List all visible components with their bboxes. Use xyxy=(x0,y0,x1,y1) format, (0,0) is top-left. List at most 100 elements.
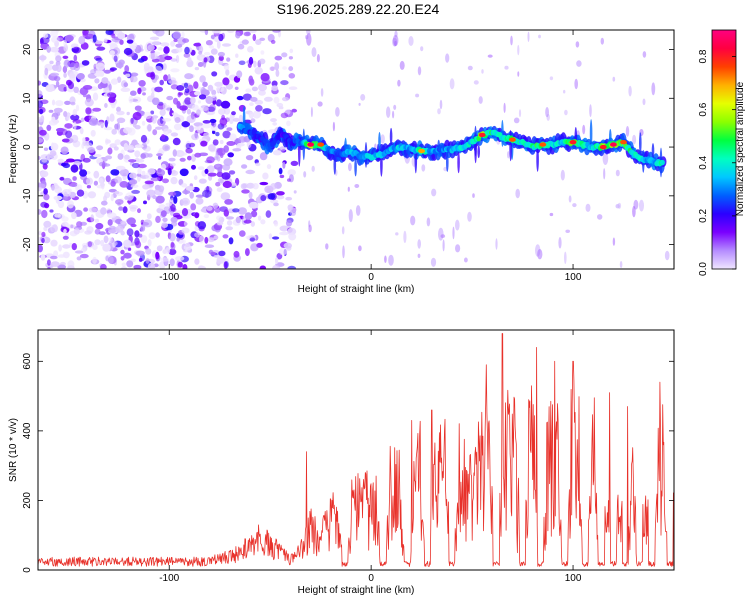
noise-speckle xyxy=(169,258,175,267)
noise-speckle xyxy=(116,110,125,116)
noise-speckle xyxy=(223,261,228,269)
noise-speckle xyxy=(161,222,168,229)
noise-speckle xyxy=(84,98,94,107)
noise-speckle xyxy=(134,230,140,238)
noise-speckle xyxy=(193,175,198,181)
noise-speckle xyxy=(258,90,266,96)
noise-speckle xyxy=(51,99,56,106)
noise-speckle xyxy=(155,215,161,223)
noise-speckle xyxy=(39,129,47,136)
noise-speckle xyxy=(285,196,293,201)
noise-speckle xyxy=(218,33,224,42)
noise-speckle xyxy=(212,139,219,146)
noise-speckle xyxy=(170,132,179,137)
noise-speckle xyxy=(325,243,329,250)
noise-speckle xyxy=(43,188,48,195)
noise-speckle xyxy=(289,48,294,54)
ridge-hotspot xyxy=(620,140,627,145)
noise-speckle xyxy=(218,55,224,61)
spectrogram-y-tick-label: 10 xyxy=(22,92,33,104)
noise-speckle xyxy=(417,66,422,76)
noise-speckle xyxy=(54,213,61,218)
noise-speckle xyxy=(109,113,115,122)
noise-speckle xyxy=(467,65,473,71)
noise-speckle xyxy=(203,57,208,63)
noise-speckle xyxy=(70,164,79,173)
noise-speckle xyxy=(216,86,225,93)
noise-speckle xyxy=(549,76,554,81)
noise-speckle xyxy=(179,157,186,162)
noise-speckle xyxy=(118,206,124,211)
noise-speckle xyxy=(38,155,41,160)
noise-speckle xyxy=(108,42,117,47)
noise-speckle xyxy=(112,242,116,248)
noise-speckle xyxy=(259,37,266,41)
noise-speckle xyxy=(214,81,224,87)
noise-speckle xyxy=(245,155,254,161)
noise-speckle xyxy=(199,235,204,244)
noise-speckle xyxy=(79,221,87,226)
ridge-streak xyxy=(651,143,655,159)
noise-speckle xyxy=(143,200,147,205)
noise-speckle xyxy=(152,97,160,106)
noise-speckle xyxy=(195,194,204,198)
noise-speckle xyxy=(384,255,387,263)
noise-speckle xyxy=(149,36,160,41)
noise-speckle xyxy=(121,262,127,267)
noise-speckle xyxy=(278,167,283,175)
noise-speckle xyxy=(260,219,266,225)
noise-speckle xyxy=(141,142,148,150)
noise-speckle xyxy=(146,213,152,220)
noise-speckle xyxy=(103,126,113,131)
noise-speckle xyxy=(248,30,257,34)
noise-speckle xyxy=(84,137,90,142)
noise-speckle xyxy=(99,182,105,187)
noise-speckle xyxy=(227,152,234,158)
noise-speckle xyxy=(141,120,146,126)
noise-speckle xyxy=(100,263,107,269)
noise-speckle xyxy=(134,144,144,149)
noise-speckle xyxy=(108,225,117,234)
noise-speckle xyxy=(503,102,506,113)
noise-speckle xyxy=(115,199,124,205)
noise-speckle xyxy=(60,146,69,155)
noise-speckle xyxy=(88,118,99,126)
noise-speckle xyxy=(127,127,136,136)
noise-speckle xyxy=(280,80,289,86)
noise-speckle xyxy=(172,212,181,218)
noise-speckle xyxy=(155,30,165,37)
noise-speckle xyxy=(256,242,263,248)
noise-speckle xyxy=(254,99,264,105)
noise-speckle xyxy=(111,34,116,39)
noise-speckle xyxy=(209,118,217,124)
noise-speckle xyxy=(194,91,201,96)
noise-speckle xyxy=(219,139,224,145)
noise-speckle xyxy=(257,215,262,221)
noise-speckle xyxy=(111,37,120,43)
noise-speckle xyxy=(50,46,59,53)
noise-speckle xyxy=(271,80,278,87)
noise-speckle xyxy=(169,162,176,167)
noise-speckle xyxy=(162,217,168,222)
noise-speckle xyxy=(64,34,74,42)
noise-speckle xyxy=(236,70,243,79)
noise-speckle xyxy=(308,224,312,233)
noise-speckle xyxy=(145,172,152,180)
noise-speckle xyxy=(355,205,361,216)
noise-speckle xyxy=(155,232,160,238)
noise-speckle xyxy=(62,55,69,59)
noise-speckle xyxy=(50,261,60,267)
noise-speckle xyxy=(123,47,133,56)
noise-speckle xyxy=(190,96,196,104)
noise-speckle xyxy=(171,112,178,116)
noise-speckle xyxy=(58,244,62,252)
noise-speckle xyxy=(55,80,60,88)
noise-speckle xyxy=(53,250,59,258)
noise-speckle xyxy=(306,33,312,46)
noise-speckle xyxy=(615,169,620,177)
noise-speckle xyxy=(232,117,240,122)
colorbar: 0.0 0.2 0.4 0.6 0.8 Normalized spectral ampl… xyxy=(698,29,746,276)
noise-speckle xyxy=(360,94,366,101)
noise-speckle xyxy=(144,180,154,185)
noise-speckle xyxy=(40,254,46,261)
